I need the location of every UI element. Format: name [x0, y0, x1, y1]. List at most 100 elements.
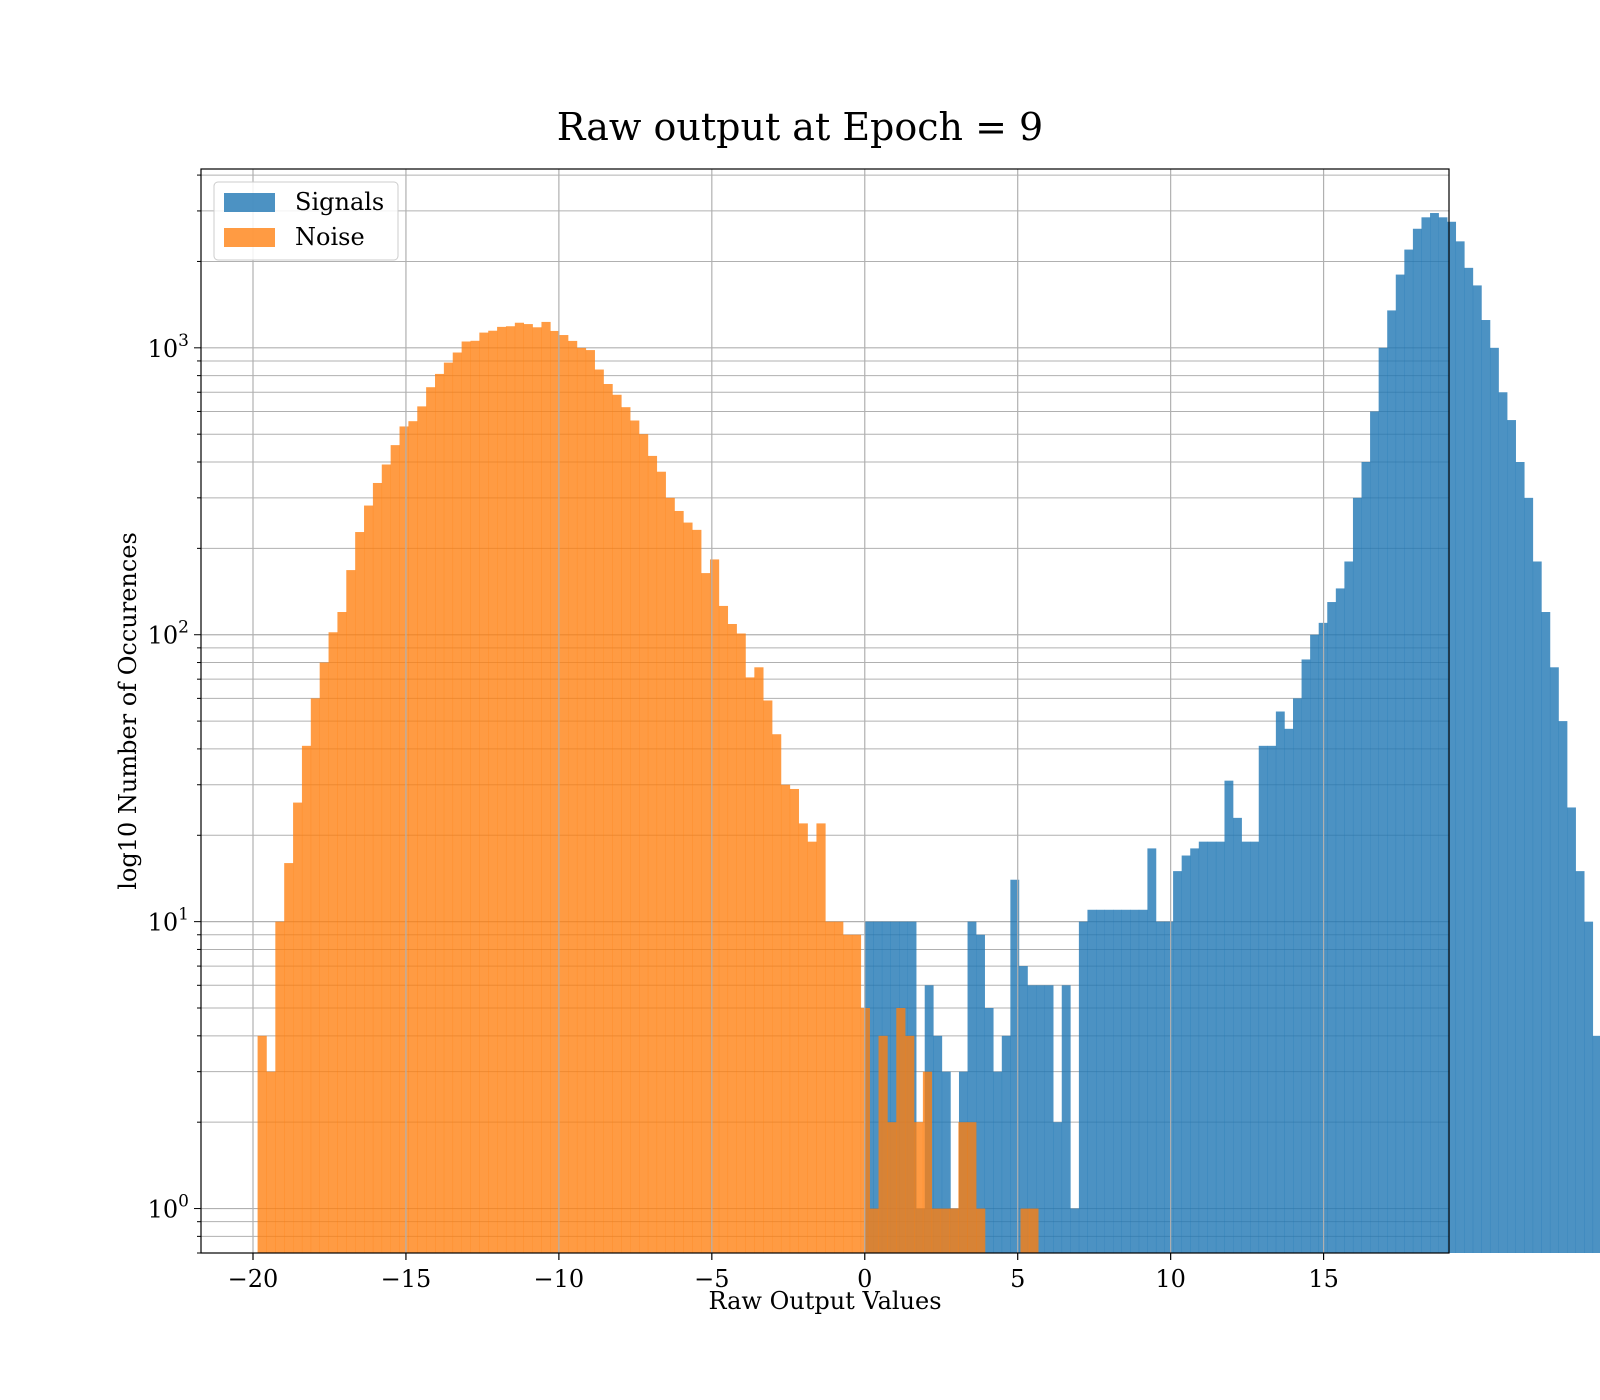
signals-bar: [1275, 711, 1285, 1253]
noise-bar: [896, 1008, 906, 1253]
noise-bar: [443, 362, 454, 1253]
signals-bar: [1113, 909, 1123, 1253]
signals-bar: [1327, 602, 1337, 1253]
noise-bar: [745, 677, 755, 1253]
signals-bar: [1001, 1035, 1011, 1253]
signals-bar: [1455, 241, 1465, 1254]
signals-bar: [1087, 909, 1097, 1253]
signals-bar: [1464, 267, 1474, 1254]
signals-bar: [1121, 909, 1131, 1253]
signals-bar: [1284, 728, 1294, 1253]
noise-bar: [257, 1035, 267, 1253]
noise-bar: [346, 570, 356, 1253]
signals-bar: [1549, 667, 1559, 1253]
noise-bar: [275, 921, 285, 1253]
noise-bar: [1029, 1208, 1039, 1253]
signals-bar: [1567, 807, 1576, 1253]
signals-bar: [984, 1008, 994, 1253]
legend-swatch-noise: [224, 228, 275, 247]
noise-bar: [559, 335, 569, 1253]
signals-bar: [1472, 285, 1482, 1253]
noise-bar: [816, 823, 826, 1253]
noise-bar: [541, 321, 551, 1254]
noise-bar: [514, 322, 525, 1253]
x-tick-label: 5: [1010, 1265, 1025, 1293]
y-tick-label: 103: [148, 331, 189, 363]
y-axis-label: log10 Number of Occurences: [114, 532, 142, 890]
signals-bar: [1250, 841, 1260, 1253]
signals-bar: [1044, 985, 1054, 1253]
signals-bar: [1198, 841, 1208, 1253]
noise-bar: [603, 383, 613, 1254]
signals-bar: [1301, 659, 1311, 1253]
signals-bar: [1430, 213, 1439, 1253]
noise-bar: [470, 340, 480, 1253]
signals-bar: [933, 1035, 943, 1253]
noise-bar: [337, 612, 347, 1253]
noise-bar: [479, 332, 489, 1253]
signals-bar: [1267, 745, 1277, 1253]
noise-bar: [683, 522, 693, 1253]
signals-bar: [1138, 909, 1148, 1253]
signals-bar: [1335, 588, 1345, 1253]
noise-bar: [692, 529, 702, 1253]
noise-bar: [568, 340, 578, 1254]
noise-bar: [780, 784, 791, 1253]
signals-bar: [1532, 561, 1542, 1253]
signals-bar: [1190, 848, 1200, 1253]
signals-bar: [1164, 921, 1174, 1253]
signals-bar: [1378, 347, 1388, 1253]
noise-bar: [630, 420, 640, 1254]
noise-bar: [665, 497, 675, 1253]
noise-bars: [257, 321, 1039, 1254]
legend: Signals Noise: [213, 181, 399, 261]
y-tick-label: 100: [148, 1192, 189, 1224]
signals-bar: [1233, 817, 1242, 1253]
noise-bar: [825, 921, 835, 1253]
noise-bar: [426, 387, 436, 1253]
noise-bar: [967, 1122, 977, 1253]
noise-bar: [417, 406, 427, 1254]
x-tick-label: 0: [857, 1265, 872, 1293]
noise-bar: [301, 745, 312, 1253]
signals-bar: [1155, 921, 1165, 1253]
signals-bar: [1070, 1208, 1080, 1253]
noise-bar: [914, 1122, 924, 1253]
signals-bar: [1541, 612, 1551, 1253]
signals-bar: [1438, 217, 1448, 1253]
signals-bar: [1096, 909, 1105, 1253]
x-tick-label: −20: [228, 1265, 279, 1293]
noise-bar: [798, 823, 808, 1253]
signals-bar: [1027, 985, 1037, 1253]
signals-bar: [1489, 347, 1499, 1253]
vertical-grid-lines: [252, 169, 1325, 1253]
signals-bar: [1515, 461, 1525, 1253]
noise-bar: [488, 330, 498, 1253]
x-tick-label: −10: [534, 1265, 585, 1293]
signals-bar: [1412, 228, 1422, 1253]
signals-bar: [1584, 921, 1594, 1253]
signals-bar: [1370, 411, 1379, 1253]
noise-bar: [532, 327, 542, 1253]
signals-bar: [941, 1071, 951, 1253]
signals-bar: [1224, 780, 1234, 1253]
noise-bar: [364, 505, 374, 1253]
noise-bar: [505, 326, 516, 1253]
chart-title: Raw output at Epoch = 9: [557, 105, 1043, 149]
y-axis-ticks: 100 101 102 103: [148, 174, 201, 1254]
noise-bar: [293, 802, 303, 1253]
signals-bar: [1507, 420, 1516, 1253]
signals-bar: [1404, 249, 1414, 1253]
signals-bar: [1061, 985, 1071, 1253]
x-tick-label: 10: [1155, 1265, 1186, 1293]
noise-bar: [523, 324, 533, 1253]
noise-bar: [452, 352, 462, 1254]
signals-bar: [1258, 745, 1268, 1253]
noise-bar: [763, 700, 773, 1253]
noise-bar: [843, 934, 853, 1253]
noise-bar: [1020, 1208, 1030, 1253]
noise-bar: [976, 1208, 986, 1253]
signals-bar: [1293, 698, 1302, 1253]
noise-bar: [754, 667, 764, 1253]
noise-bar: [594, 369, 604, 1253]
